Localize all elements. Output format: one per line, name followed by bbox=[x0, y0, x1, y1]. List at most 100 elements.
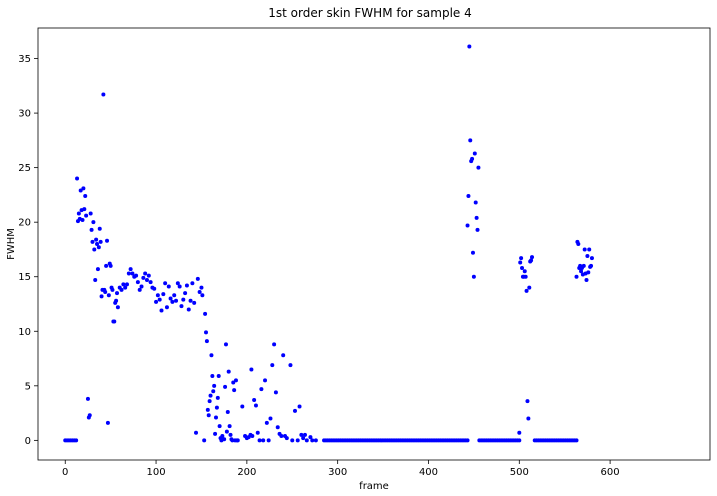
data-point bbox=[518, 260, 523, 265]
data-point bbox=[310, 438, 315, 443]
data-point bbox=[233, 378, 238, 383]
data-point bbox=[527, 285, 532, 290]
data-point bbox=[299, 432, 304, 437]
data-point bbox=[78, 188, 83, 193]
data-point bbox=[223, 342, 228, 347]
data-point bbox=[210, 374, 215, 378]
data-point bbox=[192, 300, 197, 305]
data-point bbox=[130, 271, 135, 276]
chart-title: 1st order skin FWHM for sample 4 bbox=[268, 6, 472, 20]
data-point bbox=[164, 305, 169, 310]
data-point bbox=[157, 297, 162, 302]
data-point bbox=[281, 353, 286, 358]
data-point bbox=[216, 374, 221, 378]
y-tick-label: 25 bbox=[18, 163, 31, 174]
data-point bbox=[213, 415, 218, 420]
data-point bbox=[177, 284, 182, 289]
data-point bbox=[148, 280, 153, 285]
data-point bbox=[589, 256, 594, 261]
data-point bbox=[108, 263, 113, 268]
data-point bbox=[98, 239, 103, 244]
data-point bbox=[207, 399, 212, 404]
data-point bbox=[228, 432, 233, 437]
data-point bbox=[112, 319, 117, 324]
data-point bbox=[94, 237, 99, 242]
data-point bbox=[292, 408, 297, 413]
data-point bbox=[105, 420, 110, 425]
data-point bbox=[139, 284, 144, 289]
data-point bbox=[115, 291, 120, 296]
data-point bbox=[126, 271, 131, 276]
data-point bbox=[249, 367, 254, 372]
y-axis: 0 5 10 15 20 25 30 35 bbox=[18, 54, 38, 447]
data-point bbox=[205, 407, 210, 412]
data-point bbox=[250, 434, 255, 438]
data-point bbox=[190, 281, 195, 286]
data-point bbox=[75, 176, 80, 181]
plot-frame bbox=[37, 27, 711, 461]
x-tick-label: 400 bbox=[419, 467, 438, 478]
data-point bbox=[215, 395, 220, 400]
data-point bbox=[105, 238, 110, 243]
data-point bbox=[466, 194, 471, 198]
data-point bbox=[155, 293, 160, 298]
data-point bbox=[574, 438, 579, 443]
data-point bbox=[585, 254, 590, 258]
data-point bbox=[202, 438, 207, 443]
x-tick-label: 300 bbox=[328, 467, 347, 478]
data-point bbox=[141, 275, 146, 280]
data-point bbox=[301, 436, 306, 441]
y-axis-label: FWHM bbox=[6, 228, 17, 260]
data-point bbox=[297, 404, 302, 409]
data-point bbox=[222, 437, 227, 442]
data-point bbox=[121, 282, 126, 287]
data-point bbox=[179, 304, 184, 309]
data-point bbox=[213, 431, 218, 436]
data-point bbox=[295, 438, 300, 443]
data-point bbox=[517, 438, 522, 443]
y-tick-label: 10 bbox=[18, 327, 31, 338]
data-point bbox=[87, 413, 92, 418]
data-point bbox=[175, 281, 180, 286]
data-point bbox=[97, 226, 102, 231]
data-point bbox=[104, 263, 109, 268]
data-point bbox=[223, 384, 228, 389]
data-point bbox=[74, 438, 79, 443]
data-point bbox=[224, 429, 229, 434]
data-point bbox=[82, 207, 87, 212]
data-point bbox=[524, 288, 529, 293]
data-point bbox=[231, 380, 236, 385]
data-point bbox=[204, 330, 208, 335]
data-point bbox=[195, 276, 200, 281]
x-tick-label: 600 bbox=[601, 467, 620, 478]
data-point bbox=[99, 294, 104, 299]
data-point bbox=[144, 278, 149, 282]
y-tick-label: 15 bbox=[18, 272, 31, 283]
y-tick-label: 30 bbox=[18, 109, 31, 120]
data-point bbox=[211, 389, 216, 394]
data-point bbox=[523, 274, 528, 279]
data-point bbox=[587, 247, 592, 252]
data-point bbox=[232, 388, 237, 393]
data-point bbox=[522, 269, 527, 274]
data-point bbox=[208, 393, 213, 398]
y-tick-label: 35 bbox=[18, 54, 31, 65]
data-point bbox=[106, 293, 111, 298]
data-point bbox=[264, 420, 269, 425]
data-point bbox=[204, 339, 209, 344]
data-point bbox=[154, 299, 159, 304]
data-point bbox=[308, 435, 313, 440]
data-point bbox=[220, 434, 225, 438]
y-tick-label: 0 bbox=[25, 436, 31, 447]
data-point bbox=[92, 247, 97, 252]
data-point bbox=[589, 263, 594, 268]
data-point bbox=[526, 416, 531, 421]
data-point bbox=[81, 186, 86, 191]
data-point bbox=[194, 430, 199, 435]
data-point bbox=[268, 416, 273, 421]
data-point bbox=[302, 432, 307, 437]
data-point bbox=[170, 299, 175, 304]
data-point bbox=[584, 278, 589, 282]
data-point bbox=[582, 247, 587, 252]
